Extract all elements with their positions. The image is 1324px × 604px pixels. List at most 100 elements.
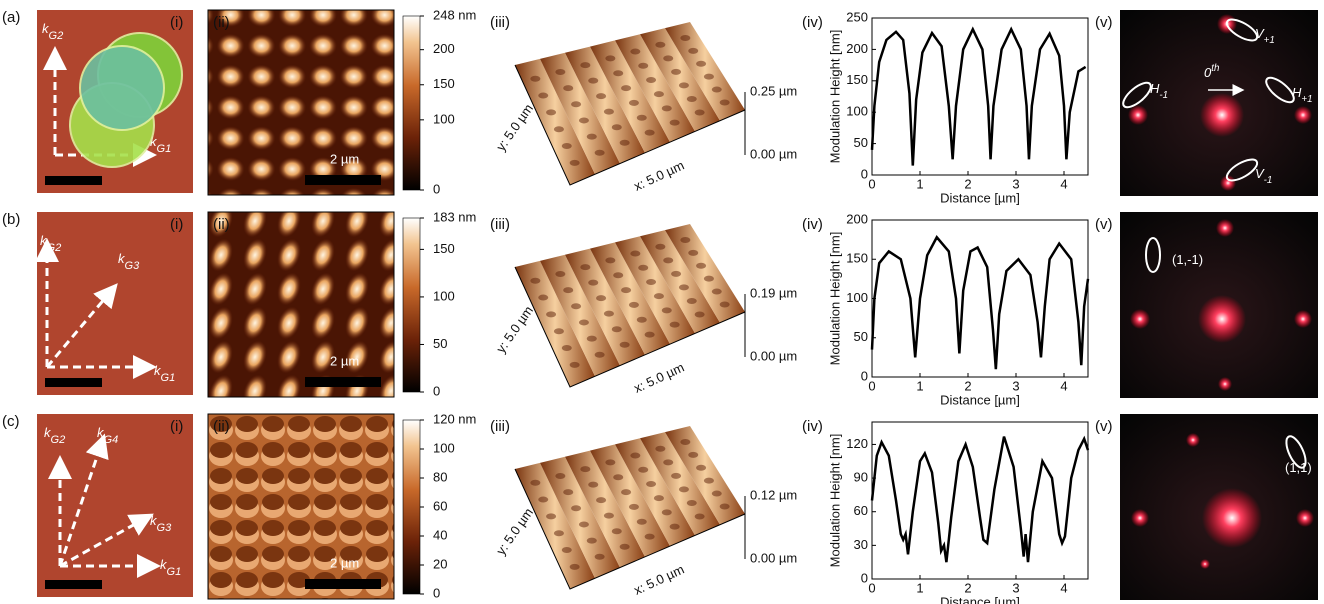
surface-valley: [655, 244, 665, 250]
surface-valley: [621, 85, 631, 91]
diffraction-spot: [1131, 509, 1149, 527]
surface-valley: [554, 530, 564, 536]
surface-valley: [605, 257, 615, 263]
row-label: (c): [2, 413, 20, 430]
surface-valley: [695, 110, 705, 116]
surface-valley: [588, 482, 598, 488]
surface-valley: [562, 143, 572, 149]
surface-valley: [679, 486, 689, 492]
x-axis-title: Distance [µm]: [940, 392, 1020, 407]
surface-valley: [604, 513, 614, 519]
afm-image: [208, 10, 394, 195]
z-bottom-label: 0.00 µm: [750, 348, 797, 363]
panel-label: (iii): [490, 216, 510, 233]
surface-valley: [663, 55, 673, 61]
surface-valley: [654, 293, 664, 299]
diffraction-spot: [1296, 509, 1314, 527]
y-tick-label: 0: [861, 368, 868, 383]
surface-valley: [695, 312, 705, 318]
surface-valley: [688, 48, 698, 54]
scale-bar: [305, 377, 381, 387]
surface-valley: [563, 85, 573, 91]
y-tick-label: 200: [846, 41, 868, 56]
surface-valley: [596, 295, 606, 301]
surface-valley: [612, 326, 622, 332]
colorbar-tick-label: 100: [433, 111, 455, 126]
surface-valley: [621, 287, 631, 293]
surface-valley: [570, 564, 580, 570]
profile-line: [872, 29, 1086, 165]
scale-bar: [305, 579, 381, 589]
surface-valley: [680, 439, 690, 445]
label-base: (1,1): [1285, 460, 1312, 475]
colorbar-tick-label: 120 nm: [433, 411, 476, 426]
x-tick-label: 1: [916, 176, 923, 191]
x-tick-label: 3: [1012, 176, 1019, 191]
surface-valley: [587, 538, 597, 544]
surface-valley: [638, 467, 648, 473]
diffraction-spot: [1186, 433, 1200, 447]
surface-valley: [670, 120, 680, 126]
surface-valley: [671, 69, 681, 75]
surface-valley: [595, 554, 605, 560]
label-sub: G3: [157, 522, 173, 534]
surface-valley: [662, 509, 672, 515]
label-sub: +1: [1301, 94, 1312, 105]
surface-valley: [688, 452, 698, 458]
x-tick-label: 0: [868, 580, 875, 595]
surface-valley: [538, 295, 548, 301]
x-tick-label: 4: [1060, 580, 1067, 595]
diffraction-spot: [1294, 106, 1312, 124]
surface-valley: [620, 140, 630, 146]
surface-valley: [645, 130, 655, 136]
x-tick-label: 4: [1060, 176, 1067, 191]
surface-valley: [580, 264, 590, 270]
surface-valley: [720, 503, 730, 509]
diffraction-spot: [1216, 219, 1234, 237]
panel-label: (iii): [490, 14, 510, 31]
surface-valley: [546, 513, 556, 519]
y-tick-label: 250: [846, 9, 868, 24]
scale-bar: [45, 378, 102, 387]
surface-valley: [646, 77, 656, 83]
surface-valley: [637, 519, 647, 525]
x-tick-label: 4: [1060, 378, 1067, 393]
panel-label: (v): [1095, 418, 1113, 435]
surface-valley: [588, 78, 598, 84]
surface-valley: [654, 91, 664, 97]
surface-valley: [595, 150, 605, 156]
surface-valley: [580, 62, 590, 68]
surface-valley: [604, 311, 614, 317]
panel-label: (iii): [490, 418, 510, 435]
y-axis-title: Modulation Height [nm]: [827, 434, 842, 568]
surface-valley: [720, 99, 730, 105]
y-tick-label: 150: [846, 72, 868, 87]
x-tick-label: 3: [1012, 378, 1019, 393]
surface-valley: [704, 276, 714, 282]
y-axis-title: Modulation Height [nm]: [827, 232, 842, 366]
surface-valley: [554, 328, 564, 334]
surface-valley: [605, 55, 615, 61]
surface-valley: [720, 301, 730, 307]
surface-valley: [637, 317, 647, 323]
panel-label: (v): [1095, 14, 1113, 31]
y-tick-label: 100: [846, 290, 868, 305]
figure: (a)(i)kG2kG1(ii)2 µm248 nm2001501000(iii…: [0, 0, 1324, 604]
z-top-label: 0.19 µm: [750, 285, 797, 300]
z-top-label: 0.25 µm: [750, 83, 797, 98]
surface-valley: [571, 101, 581, 107]
label-sub: G4: [104, 434, 119, 446]
y-tick-label: 150: [846, 251, 868, 266]
surface-valley: [638, 63, 648, 69]
surface-valley: [645, 332, 655, 338]
surface-valley: [696, 465, 706, 471]
scale-text: 2 µm: [330, 151, 359, 166]
surface-valley: [696, 61, 706, 67]
diffraction-spot: [1202, 488, 1262, 548]
diffraction-spot: [1218, 377, 1232, 391]
label-sub: -1: [1159, 90, 1168, 101]
panel-label: (i): [170, 14, 183, 31]
surface-valley: [655, 42, 665, 48]
surface-valley: [580, 466, 590, 472]
colorbar-tick-label: 20: [433, 556, 447, 571]
